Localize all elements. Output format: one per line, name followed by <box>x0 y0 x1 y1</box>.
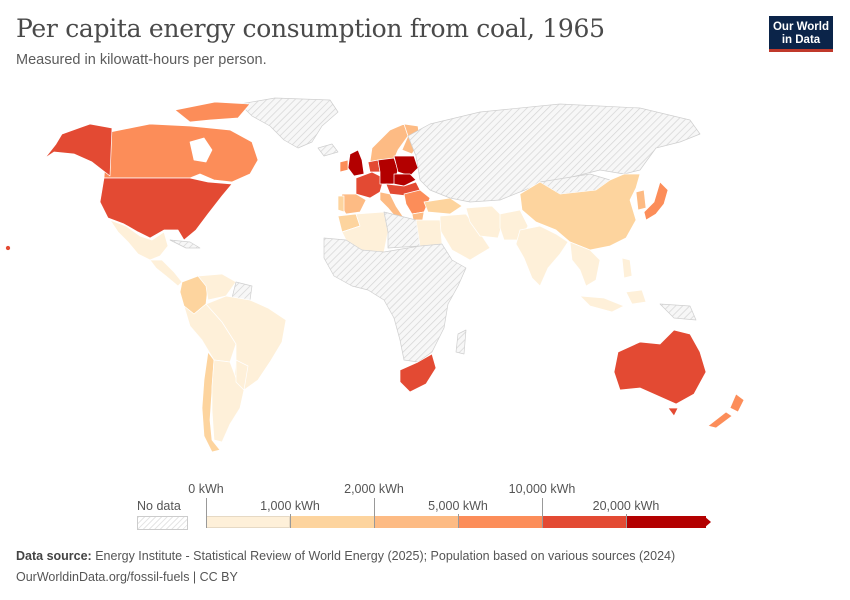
region-hudson-bay <box>189 137 213 163</box>
region-india[interactable] <box>515 225 569 287</box>
legend-bin-3[interactable] <box>458 516 542 528</box>
region-mexico[interactable] <box>109 219 169 261</box>
region-australia[interactable] <box>613 329 707 405</box>
legend-bin-1[interactable] <box>290 516 374 528</box>
logo-line-2: in Data <box>781 34 821 46</box>
chart-title: Per capita energy consumption from coal,… <box>16 14 605 43</box>
legend-tick-2 <box>374 498 375 528</box>
region-united-states[interactable] <box>99 177 233 241</box>
map-legend: No data 0 kWh 1,000 kWh 2,000 kWh 5,000 … <box>0 478 850 538</box>
logo-line-1: Our World <box>772 21 829 33</box>
region-central-america[interactable] <box>149 259 183 287</box>
legend-label-2: 2,000 kWh <box>344 482 404 496</box>
region-czechoslovakia[interactable] <box>393 173 417 187</box>
world-map <box>5 97 745 453</box>
legend-tick-5 <box>626 514 627 528</box>
region-new-zealand[interactable] <box>707 393 745 429</box>
region-greenland[interactable] <box>239 97 339 149</box>
region-china[interactable] <box>519 173 641 251</box>
region-peru-bolivia[interactable] <box>183 303 237 363</box>
region-egypt[interactable] <box>415 219 443 247</box>
legend-tick-0 <box>206 498 207 528</box>
legend-arrow <box>704 516 711 528</box>
region-hawaii[interactable] <box>5 245 11 251</box>
region-paraguay-uruguay[interactable] <box>235 359 249 391</box>
region-tasmania[interactable] <box>667 407 679 417</box>
owid-logo[interactable]: Our World in Data <box>769 16 833 52</box>
legend-bin-0[interactable] <box>206 516 290 528</box>
region-iceland[interactable] <box>317 143 339 157</box>
region-alaska[interactable] <box>44 123 113 177</box>
region-new-guinea[interactable] <box>659 303 697 321</box>
region-libya[interactable] <box>383 211 421 249</box>
region-turkey[interactable] <box>423 197 463 215</box>
region-iran[interactable] <box>465 205 505 239</box>
legend-bin-5[interactable] <box>626 516 706 528</box>
region-southeast-asia[interactable] <box>569 241 601 287</box>
legend-bin-4[interactable] <box>542 516 626 528</box>
legend-tick-4 <box>542 498 543 528</box>
chart-subtitle: Measured in kilowatt-hours per person. <box>16 52 267 68</box>
region-korea[interactable] <box>635 189 647 211</box>
data-source-line: Data source: Energy Institute - Statisti… <box>16 549 675 563</box>
region-middle-east[interactable] <box>439 213 491 261</box>
region-poland[interactable] <box>393 155 419 177</box>
legend-tick-3 <box>458 514 459 528</box>
region-arctic-islands[interactable] <box>174 101 251 123</box>
region-madagascar[interactable] <box>455 329 467 355</box>
region-canada[interactable] <box>103 123 259 183</box>
region-portugal[interactable] <box>337 195 345 213</box>
legend-label-1: 1,000 kWh <box>260 499 320 513</box>
region-sub-saharan-africa[interactable] <box>323 237 467 363</box>
region-ireland[interactable] <box>339 159 349 173</box>
region-indonesia[interactable] <box>579 289 647 313</box>
source-link[interactable]: OurWorldinData.org/fossil-fuels | CC BY <box>16 570 238 584</box>
legend-no-data-label: No data <box>137 499 181 513</box>
legend-label-4: 10,000 kWh <box>508 482 576 496</box>
legend-tick-1 <box>290 514 291 528</box>
region-japan[interactable] <box>643 181 669 221</box>
data-source-label: Data source: <box>16 549 92 563</box>
region-south-africa[interactable] <box>399 353 437 393</box>
legend-label-5: 20,000 kWh <box>592 499 660 513</box>
data-source-text: Energy Institute - Statistical Review of… <box>95 549 676 563</box>
legend-no-data-swatch[interactable] <box>137 516 188 530</box>
region-philippines[interactable] <box>621 257 633 279</box>
region-caribbean[interactable] <box>169 239 201 249</box>
legend-label-0: 0 kWh <box>188 482 224 496</box>
region-united-kingdom[interactable] <box>347 149 365 177</box>
region-brazil[interactable] <box>205 295 287 391</box>
legend-bin-2[interactable] <box>374 516 458 528</box>
legend-label-3: 5,000 kWh <box>428 499 488 513</box>
